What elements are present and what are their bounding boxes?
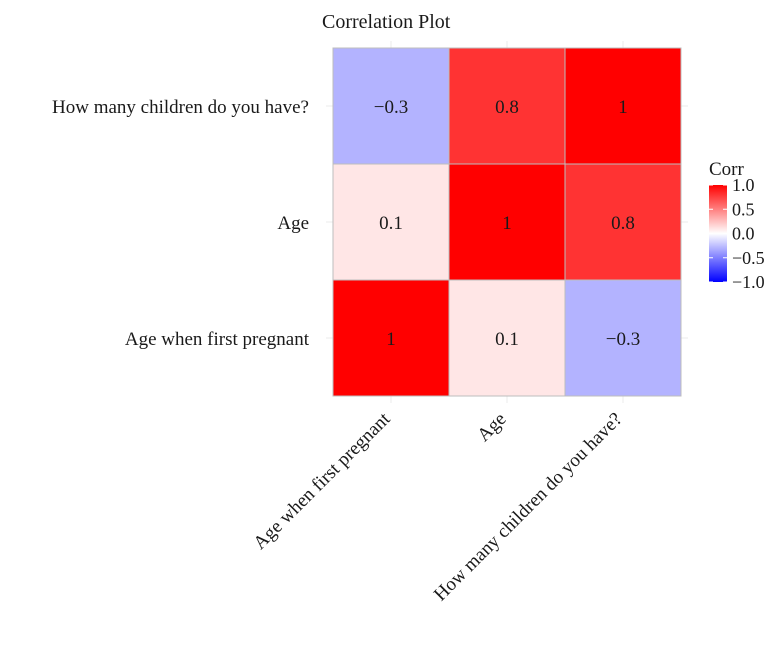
x-tick-label-age: Age — [473, 409, 510, 446]
cell-value-label: −0.3 — [374, 97, 408, 118]
heatmap-cell — [332, 47, 450, 165]
cell-value-label: −0.3 — [606, 329, 640, 350]
legend-tick-label: 0.5 — [732, 199, 755, 219]
color-legend: Corr 1.0 0.5 0.0 −0.5 −1.0 — [709, 159, 765, 292]
heatmap-cell — [448, 47, 566, 165]
x-tick-label-age-when-first-pregnant: Age when first pregnant — [249, 408, 395, 554]
cell-value-label: 0.8 — [611, 213, 635, 234]
x-tick-label-how-many-children-do-you-have: How many children do you have? — [430, 409, 627, 606]
cell-value-label: 1 — [386, 329, 396, 350]
heatmap-cell — [564, 163, 682, 281]
y-tick-label-age-when-first-pregnant: Age when first pregnant — [125, 329, 310, 350]
heatmap-cell-labels: 1 0.1 −0.3 0.1 1 0.8 −0.3 0.8 1 — [374, 97, 640, 350]
legend-tick-label: −0.5 — [732, 248, 765, 268]
heatmap-cell — [332, 279, 450, 397]
y-tick-label-age: Age — [277, 213, 309, 234]
y-axis-tick-labels: Age when first pregnant Age How many child… — [52, 97, 310, 350]
chart-title: Correlation Plot — [322, 11, 451, 33]
legend-title: Corr — [709, 159, 745, 180]
cell-value-label: 1 — [502, 213, 512, 234]
heatmap-cell — [564, 47, 682, 165]
cell-value-label: 0.1 — [495, 329, 519, 350]
heatmap-cell — [448, 163, 566, 281]
legend-tick-label: −1.0 — [732, 272, 765, 292]
legend-tick-label: 0.0 — [732, 224, 755, 244]
heatmap-cells — [332, 47, 682, 397]
heatmap-cell — [564, 279, 682, 397]
legend-color-bar — [709, 185, 727, 282]
legend-tick-label: 1.0 — [732, 175, 755, 195]
cell-value-label: 1 — [618, 97, 628, 118]
cell-value-label: 0.1 — [379, 213, 403, 234]
y-tick-label-how-many-children-do-you-have: How many children do you have? — [52, 97, 309, 118]
cell-value-label: 0.8 — [495, 97, 519, 118]
